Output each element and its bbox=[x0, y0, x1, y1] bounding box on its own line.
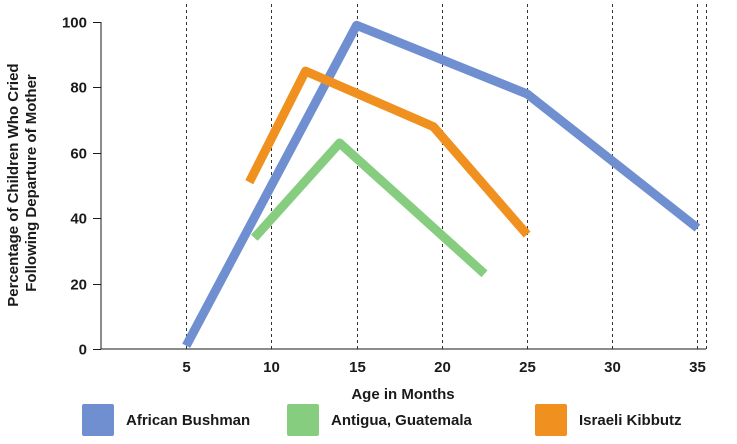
x-tick-label-20: 20 bbox=[434, 359, 451, 376]
legend-label-israeli-kibbutz: Israeli Kibbutz bbox=[579, 411, 682, 429]
x-tick-label-35: 35 bbox=[689, 359, 706, 376]
series-lines bbox=[182, 20, 701, 348]
y-axis-title-line-1: Percentage of Children Who Cried bbox=[5, 63, 22, 306]
legend-item-antigua-guatemala: Antigua, Guatemala bbox=[287, 404, 472, 436]
series-line-antigua-guatemala bbox=[251, 138, 488, 278]
y-axis-title: Percentage of Children Who Cried Followi… bbox=[5, 59, 40, 307]
y-tick-label-80: 80 bbox=[70, 80, 87, 97]
series-line-israeli-kibbutz bbox=[245, 66, 531, 238]
x-tick-label-25: 25 bbox=[519, 359, 536, 376]
x-axis-title: Age in Months bbox=[351, 386, 454, 403]
legend: African Bushman Antigua, Guatemala Israe… bbox=[82, 404, 722, 440]
legend-label-african-bushman: African Bushman bbox=[126, 411, 251, 429]
legend-item-israeli-kibbutz: Israeli Kibbutz bbox=[535, 404, 682, 436]
x-tick-label-15: 15 bbox=[349, 359, 366, 376]
y-tick-label-100: 100 bbox=[62, 15, 87, 32]
chart-canvas: 0 20 40 60 80 100 5 10 15 20 25 30 35 Age in Months… bbox=[5, 4, 707, 403]
y-tick-label-40: 40 bbox=[70, 211, 87, 228]
legend-label-antigua-guatemala: Antigua, Guatemala bbox=[331, 411, 472, 429]
series-line-african-bushman bbox=[182, 20, 701, 348]
y-axis-title-line-2: Following Departure of Mother bbox=[23, 74, 40, 292]
legend-swatch-antigua-guatemala bbox=[287, 404, 319, 436]
legend-item-african-bushman: African Bushman bbox=[82, 404, 250, 436]
axes bbox=[100, 22, 706, 350]
x-tick-label-5: 5 bbox=[182, 359, 190, 376]
x-tick-label-10: 10 bbox=[263, 359, 280, 376]
y-ticks: 0 20 40 60 80 100 bbox=[62, 15, 101, 359]
y-tick-label-20: 20 bbox=[70, 277, 87, 294]
y-tick-label-60: 60 bbox=[70, 146, 87, 163]
y-tick-label-0: 0 bbox=[79, 342, 87, 359]
legend-swatch-israeli-kibbutz bbox=[535, 404, 567, 436]
legend-swatch-african-bushman bbox=[82, 404, 114, 436]
x-tick-label-30: 30 bbox=[604, 359, 621, 376]
x-ticks: 5 10 15 20 25 30 35 bbox=[182, 359, 706, 376]
